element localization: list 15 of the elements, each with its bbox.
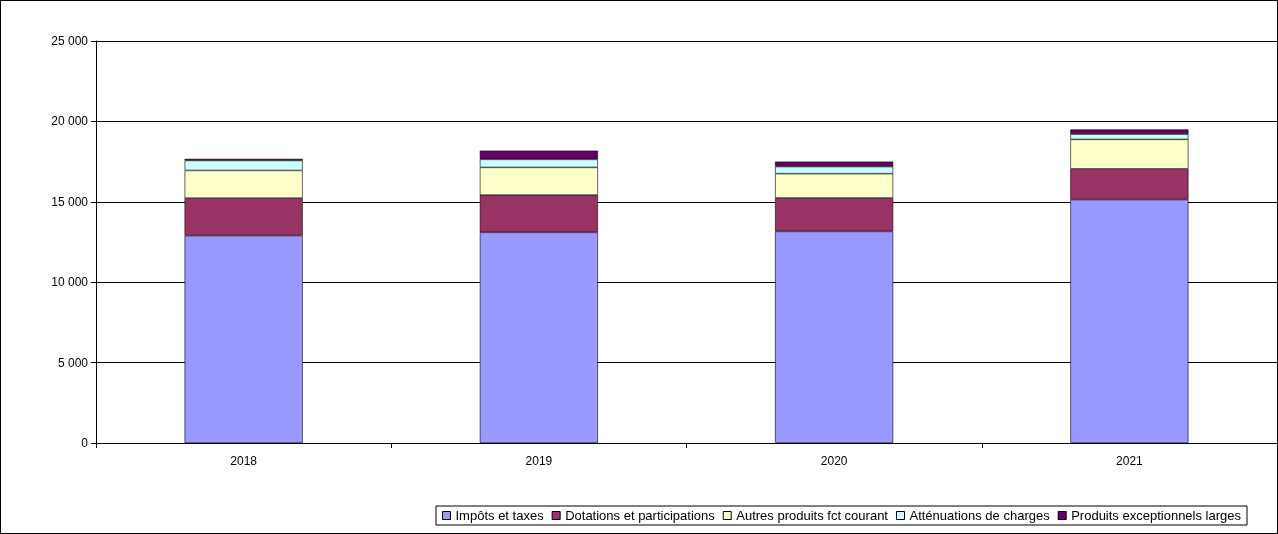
legend-label: Atténuations de charges <box>909 508 1051 523</box>
y-tick-label: 20 000 <box>51 114 89 129</box>
y-tick-label: 5 000 <box>57 355 89 370</box>
legend-label: Impôts et taxes <box>455 508 545 523</box>
x-tick-label: 2018 <box>230 454 258 468</box>
x-tick-label: 2021 <box>1116 454 1144 468</box>
legend-label: Dotations et participations <box>565 508 716 523</box>
legend-label: Produits exceptionnels larges <box>1071 508 1242 523</box>
y-tick-label: 25 000 <box>51 34 89 48</box>
y-tick-label: 15 000 <box>51 194 89 209</box>
legend-label: Autres produits fct courant <box>736 508 889 523</box>
y-tick-label: 10 000 <box>51 275 89 290</box>
x-tick-label: 2020 <box>820 454 848 468</box>
y-tick-label: 0 <box>81 436 89 450</box>
x-tick-label: 2019 <box>525 454 553 468</box>
